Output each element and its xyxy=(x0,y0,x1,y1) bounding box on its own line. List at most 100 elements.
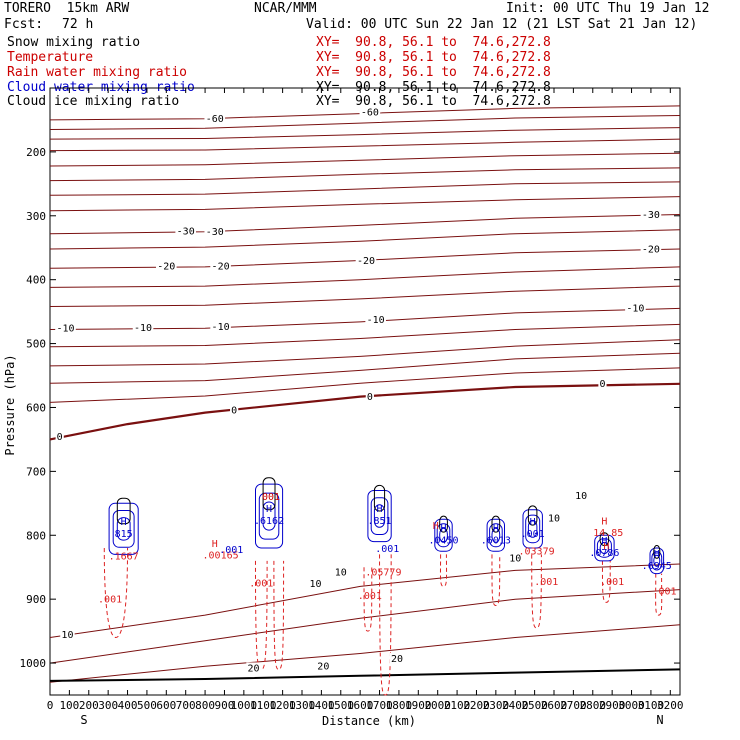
high-marker-label: H xyxy=(493,523,499,534)
cloud-water-contour xyxy=(108,502,139,555)
x-tick-label: 100 xyxy=(59,699,79,712)
field-xy: XY= 90.8, 56.1 to 74.6,272.8 xyxy=(316,50,551,65)
isotherm-line xyxy=(49,127,681,140)
isotherm-label: -30 xyxy=(206,227,224,238)
rain-layer xyxy=(103,548,663,696)
isotherm-label: 10 xyxy=(61,630,73,641)
isotherm-label-bg xyxy=(573,489,589,501)
high-marker-label: H xyxy=(601,536,607,547)
cloud-water-contour xyxy=(599,541,610,555)
x-tick-label: 500 xyxy=(137,699,157,712)
x-tick-label: 700 xyxy=(176,699,196,712)
rain-contour-label: .00165 xyxy=(203,550,239,561)
isotherm-label-bg xyxy=(132,321,154,333)
isotherm-line xyxy=(49,323,681,348)
cloud-water-contour xyxy=(594,534,615,562)
rain-contour-label: H xyxy=(603,541,609,552)
isotherm-label: -20 xyxy=(157,262,175,273)
isotherm-label-bg xyxy=(210,321,231,333)
isotherm-label-bg xyxy=(333,566,348,578)
zero-isotherm-line xyxy=(49,382,681,441)
cell-max-value-label: 815 xyxy=(115,529,133,540)
field-xy: XY= 90.8, 56.1 to 74.6,272.8 xyxy=(316,94,551,109)
isotherm-label-bg xyxy=(204,226,226,238)
y-tick-label: 1000 xyxy=(20,657,47,670)
isotherm-label: -10 xyxy=(56,324,74,335)
high-marker-label: H xyxy=(266,504,272,515)
cloud-water-contour xyxy=(436,523,451,548)
isotherm-line xyxy=(49,285,681,307)
contour-value-label: 001 xyxy=(262,492,280,503)
high-marker-label: H xyxy=(377,504,383,515)
rain-contour xyxy=(273,560,285,670)
cell-max-value-label: .851 xyxy=(367,516,391,527)
cloud-water-contour xyxy=(651,551,663,571)
cell-max-value-label: .001 xyxy=(521,529,545,540)
y-tick-label: 400 xyxy=(26,274,46,287)
isotherm-label-bg xyxy=(508,552,523,564)
center-title: NCAR/MMM xyxy=(254,1,317,16)
cloud-water-contour xyxy=(525,514,541,544)
x-tick-label: 2200 xyxy=(463,699,490,712)
rain-contour-label: .001 xyxy=(249,578,273,589)
forecast-value: 72 h xyxy=(62,17,94,32)
contour-value-label: .001 xyxy=(375,544,399,555)
rain-contour-label: H xyxy=(601,516,607,527)
rain-contour-label: .03379 xyxy=(518,546,554,557)
isotherm-label-bg xyxy=(365,314,386,326)
isotherm-label: 0 xyxy=(599,379,605,390)
cloud-ice-contour xyxy=(527,505,538,526)
cloud-water-contour xyxy=(489,523,503,548)
rain-contour xyxy=(655,573,663,616)
rain-contour-label: .001 xyxy=(534,577,558,588)
isotherm-line xyxy=(49,563,681,638)
cloud-ice-contour xyxy=(491,515,501,533)
x-tick-label: 2100 xyxy=(444,699,471,712)
cloud-ice-contour xyxy=(262,477,276,511)
isotherm-label-bg xyxy=(316,660,331,672)
cloud-water-contour xyxy=(596,538,612,558)
isotherm-label: -20 xyxy=(212,262,230,273)
axis-layer: 0 100 200 300 400 500 600 700 800 900100011001200… xyxy=(20,88,684,712)
x-tick-label: 3000 xyxy=(618,699,645,712)
y-axis-title: Pressure (hPa) xyxy=(3,354,17,455)
isotherm-label: 10 xyxy=(310,579,322,590)
isotherm-label: -30 xyxy=(642,210,660,221)
rain-contour-label: .1667 xyxy=(109,552,139,563)
rain-contour xyxy=(379,554,392,696)
isotherm-label-bg xyxy=(60,629,75,641)
isotherm-label-bg xyxy=(359,106,381,118)
isotherm-line xyxy=(49,624,681,683)
y-tick-label: 300 xyxy=(26,210,46,223)
cloud-water-contour xyxy=(373,504,386,528)
x-tick-label: 200 xyxy=(79,699,99,712)
rain-contour xyxy=(531,554,542,629)
plot-frame xyxy=(49,87,681,696)
rain-contour-label: .001 xyxy=(98,594,122,605)
isotherm-line xyxy=(49,167,681,182)
contour-value-label: .001 xyxy=(219,545,243,556)
cloud-water-contour xyxy=(486,518,506,552)
cloud-water-contour xyxy=(522,509,543,549)
isotherm-line xyxy=(49,181,681,196)
isotherm-line xyxy=(49,367,681,403)
cloud-water-contour xyxy=(527,519,538,538)
high-marker-label: H xyxy=(654,549,660,560)
y-tick-label: 500 xyxy=(26,338,46,351)
isotherm-label: 10 xyxy=(548,513,560,524)
ground-surface-line xyxy=(49,668,681,682)
isotherm-label: -60 xyxy=(361,108,379,119)
cell-max-value-label: .0786 xyxy=(589,548,619,559)
isotherm-label-bg xyxy=(210,260,231,272)
isotherm-label: 20 xyxy=(391,654,403,665)
isotherm-label-bg xyxy=(640,243,662,255)
x-tick-label: 1500 xyxy=(328,699,355,712)
cloud-cell: H.0786 xyxy=(589,532,619,562)
x-tick-label: 2300 xyxy=(483,699,510,712)
cloud-ice-contour xyxy=(116,497,131,525)
isotherm-label: -10 xyxy=(367,315,385,326)
x-tick-label: 2900 xyxy=(599,699,626,712)
isotherm-label: 20 xyxy=(248,663,260,674)
